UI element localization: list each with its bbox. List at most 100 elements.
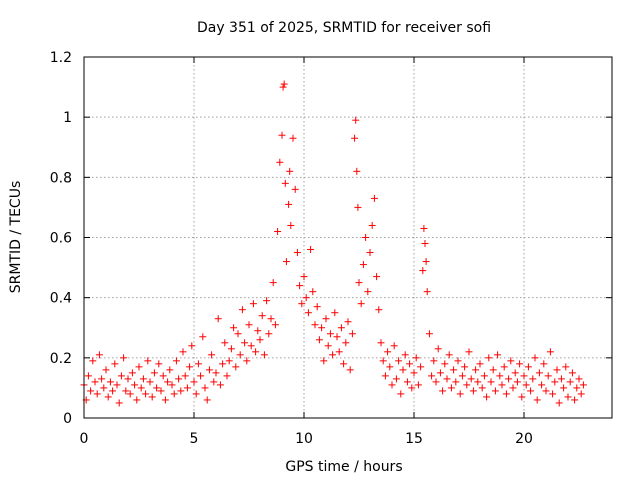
data-point (511, 369, 519, 377)
data-point (566, 378, 574, 386)
data-point (456, 390, 464, 398)
data-point (430, 357, 438, 365)
data-point (491, 387, 499, 395)
y-tick-label: 1 (63, 110, 72, 126)
data-point (436, 369, 444, 377)
data-point (188, 342, 196, 350)
data-point (377, 339, 385, 347)
data-point (219, 360, 227, 368)
data-point (131, 381, 139, 389)
data-point (527, 387, 535, 395)
data-point (221, 339, 229, 347)
data-point (137, 384, 145, 392)
data-point (381, 372, 389, 380)
data-point (461, 363, 469, 371)
data-point (227, 345, 235, 353)
data-point (164, 378, 172, 386)
data-point (276, 158, 284, 166)
data-point (197, 372, 205, 380)
data-point (279, 83, 287, 91)
data-point (573, 384, 581, 392)
data-point (271, 321, 279, 329)
data-point (421, 240, 429, 248)
data-point (285, 200, 293, 208)
data-point (309, 288, 317, 296)
data-point (326, 330, 334, 338)
data-point (324, 342, 332, 350)
data-point (410, 369, 418, 377)
data-point (172, 357, 180, 365)
data-point (311, 321, 319, 329)
data-point (443, 375, 451, 383)
data-point (263, 297, 271, 305)
data-point (390, 342, 398, 350)
data-point (91, 378, 99, 386)
data-point (522, 381, 530, 389)
data-point (414, 381, 422, 389)
data-point (170, 390, 178, 398)
data-point (144, 357, 152, 365)
data-point (175, 375, 183, 383)
data-point (406, 360, 414, 368)
data-point (478, 384, 486, 392)
data-point (225, 357, 233, 365)
x-tick-label: 5 (190, 431, 199, 447)
data-point (551, 378, 559, 386)
data-point (302, 294, 310, 302)
data-point (571, 396, 579, 404)
data-point (274, 227, 282, 235)
data-point (557, 375, 565, 383)
data-point (392, 375, 400, 383)
data-point (507, 357, 515, 365)
data-point (216, 381, 224, 389)
data-point (300, 273, 308, 281)
data-point (203, 396, 211, 404)
data-point (502, 390, 510, 398)
data-point (329, 351, 337, 359)
data-point (366, 249, 374, 257)
data-point (238, 306, 246, 314)
data-point (388, 381, 396, 389)
data-point (212, 369, 220, 377)
data-point (95, 351, 103, 359)
grid (84, 57, 612, 418)
data-point (344, 318, 352, 326)
data-point (104, 393, 112, 401)
data-point (155, 360, 163, 368)
data-point (450, 366, 458, 374)
data-point (428, 372, 436, 380)
x-tick-label: 20 (515, 431, 533, 447)
data-point (544, 372, 552, 380)
data-point (494, 351, 502, 359)
data-point (425, 330, 433, 338)
data-point (577, 390, 585, 398)
data-point (467, 375, 475, 383)
data-point (516, 360, 524, 368)
data-point (524, 363, 532, 371)
chart-title: Day 351 of 2025, SRMTID for receiver sof… (197, 20, 491, 36)
data-point (340, 360, 348, 368)
data-point (269, 279, 277, 287)
data-point (280, 80, 288, 88)
data-point (362, 234, 370, 241)
data-point (102, 366, 110, 374)
data-point (354, 203, 362, 211)
data-point (509, 384, 517, 392)
data-point (379, 357, 387, 365)
data-point (546, 348, 554, 356)
data-point (234, 330, 242, 338)
data-point (357, 300, 365, 308)
data-point (183, 384, 191, 392)
data-point (469, 387, 477, 395)
data-point (368, 221, 376, 229)
data-point (375, 306, 383, 314)
data-point (223, 372, 231, 380)
data-point (364, 288, 372, 296)
y-axis-label: SRMTID / TECUs (8, 181, 24, 294)
data-point (465, 348, 473, 356)
data-point (542, 387, 550, 395)
data-point (150, 369, 158, 377)
data-point (128, 369, 136, 377)
data-point (331, 309, 339, 317)
data-point (463, 381, 471, 389)
